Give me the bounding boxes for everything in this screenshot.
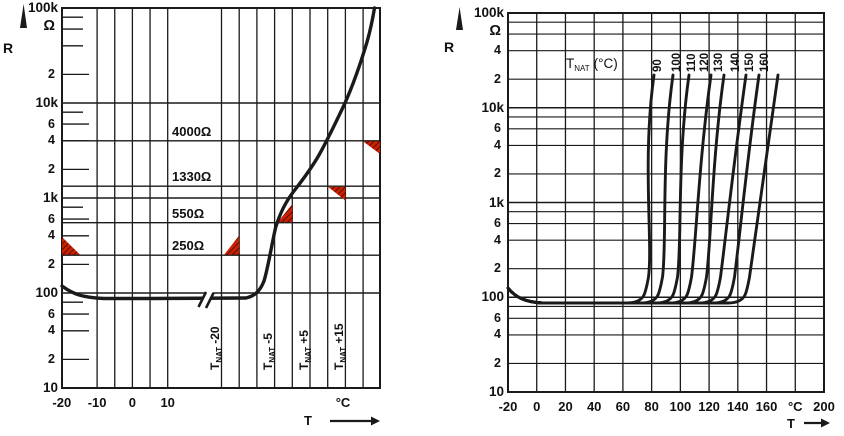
limit-wedge: [62, 237, 80, 255]
limit-wedge: [328, 186, 346, 201]
plot-border: [507, 12, 825, 393]
r-axis-arrow-icon: [456, 7, 463, 30]
axis-break-gap: [198, 288, 214, 311]
limit-wedge: [363, 141, 380, 154]
axis-break-slash: [197, 291, 208, 308]
t-axis-arrow-icon: [371, 416, 380, 426]
axis-break-slash: [204, 292, 215, 309]
limit-wedge: [277, 204, 293, 223]
tnat-curve-160: [506, 73, 780, 305]
limit-wedge: [224, 235, 240, 255]
plot-border: [61, 7, 381, 389]
t-axis-arrow-icon: [821, 418, 830, 428]
resistance-curve: [60, 6, 377, 301]
r-axis-arrow-icon: [20, 4, 27, 28]
